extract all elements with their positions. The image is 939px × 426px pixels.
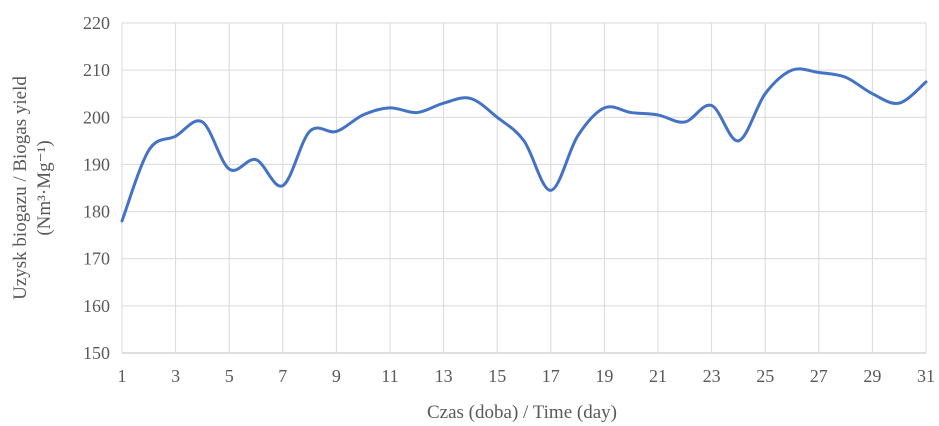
x-tick-label-1: 1 [118, 366, 127, 386]
x-tick-label-31: 31 [917, 366, 935, 386]
y-tick-label-150: 150 [83, 343, 110, 363]
y-tick-label-180: 180 [83, 202, 110, 222]
grid-lines [121, 22, 927, 354]
x-tick-label-23: 23 [703, 366, 721, 386]
x-tick-label-7: 7 [278, 366, 287, 386]
x-tick-label-25: 25 [756, 366, 774, 386]
y-tick-label-160: 160 [83, 296, 110, 316]
y-tick-label-200: 200 [83, 107, 110, 127]
y-tick-label-210: 210 [83, 60, 110, 80]
x-tick-label-21: 21 [649, 366, 667, 386]
x-tick-label-19: 19 [595, 366, 613, 386]
x-tick-label-3: 3 [171, 366, 180, 386]
x-tick-label-5: 5 [225, 366, 234, 386]
x-tick-label-11: 11 [381, 366, 398, 386]
y-axis-title-line1: Uzysk biogazu / Biogas yield [10, 76, 31, 300]
x-axis-title: Czas (doba) / Time (day) [427, 402, 617, 423]
x-tick-label-29: 29 [863, 366, 881, 386]
x-tick-label-27: 27 [810, 366, 828, 386]
y-tick-label-220: 220 [83, 13, 110, 33]
y-axis-title-line2: (Nm³·Mg⁻¹) [34, 140, 55, 235]
x-tick-label-13: 13 [435, 366, 453, 386]
x-tick-label-9: 9 [332, 366, 341, 386]
x-tick-label-15: 15 [488, 366, 506, 386]
x-tick-label-17: 17 [542, 366, 560, 386]
series-line-biogas-yield [120, 67, 928, 223]
y-tick-label-170: 170 [83, 249, 110, 269]
y-tick-label-190: 190 [83, 154, 110, 174]
